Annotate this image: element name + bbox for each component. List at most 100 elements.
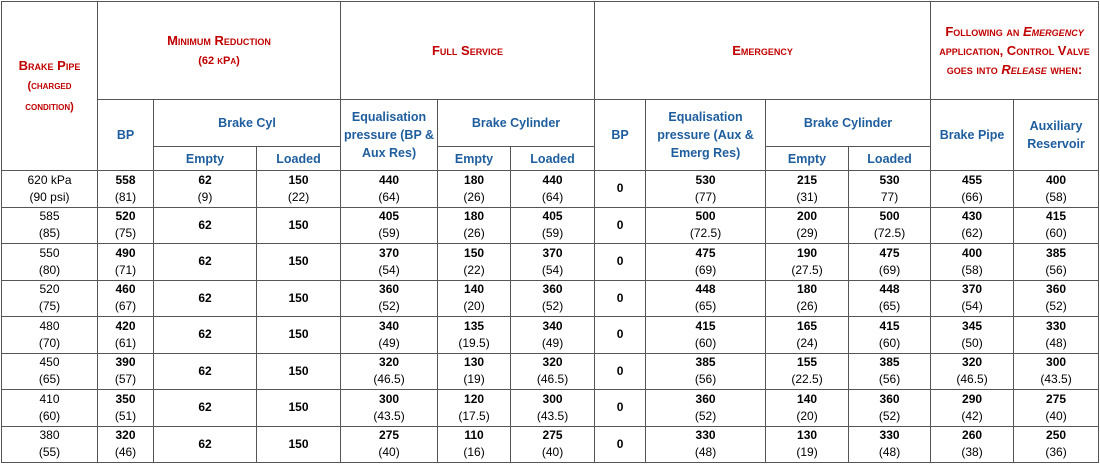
cell-psi: (65): [694, 299, 717, 314]
cell-psi: (22): [287, 189, 310, 204]
table-cell: 400 (58): [1013, 170, 1100, 208]
table-cell: 558 (81): [97, 170, 154, 208]
cell-kpa: 150: [464, 245, 485, 260]
cell-psi: (26): [463, 226, 485, 241]
header-text: Emergency: [732, 43, 793, 58]
cell-kpa: 120: [464, 391, 485, 406]
table-cell: 180 (26): [437, 170, 512, 208]
cell-kpa: 320: [962, 355, 983, 370]
table-cell: 135 (19.5): [437, 316, 512, 354]
cell-kpa: 320: [115, 428, 136, 443]
cell-kpa: 300: [1046, 355, 1067, 370]
cell-psi: (16): [463, 445, 485, 460]
cell-kpa: 500: [879, 209, 900, 224]
cell-kpa: 180: [464, 172, 485, 187]
cell-psi: (77): [694, 189, 717, 204]
cell-value: 62: [198, 217, 212, 232]
cell-kpa: 370: [379, 245, 400, 260]
cell-psi: (48): [1045, 335, 1067, 350]
table-cell: 62: [153, 279, 257, 317]
table-cell: 180 (26): [765, 279, 850, 317]
cell-psi: (75): [114, 226, 137, 241]
table-cell: 150: [255, 243, 342, 281]
table-cell: 150: [255, 389, 342, 427]
table-cell: 530 77): [848, 170, 932, 208]
table-cell: 480 (70): [1, 316, 98, 354]
table-row: 480 (70) 420 (61) 62 150 340 (49) 135 (19.5) 340 (4…: [1, 316, 1100, 354]
cell-kpa: 130: [797, 428, 818, 443]
table-row: 550 (80) 490 (71) 62 150 370 (54) 150 (22) 370 (54)…: [1, 243, 1100, 281]
cell-psi: (52): [1045, 299, 1067, 314]
table-cell: 455 (66): [930, 170, 1015, 208]
cell-kpa: 405: [542, 209, 563, 224]
header-cell: Loaded: [848, 146, 932, 171]
cell-kpa: 340: [542, 318, 563, 333]
cell-psi: (29): [796, 226, 818, 241]
header-text: Full Service: [431, 43, 504, 58]
table-cell: 150: [255, 316, 342, 354]
header-cell: Empty: [437, 146, 512, 171]
table-cell: 475 (69): [645, 243, 767, 281]
cell-psi: (22.5): [791, 372, 823, 387]
cell-value: 150: [288, 436, 309, 451]
cell-psi: (65): [878, 299, 901, 314]
cell-kpa: 360: [1046, 282, 1067, 297]
cell-value: 150: [288, 290, 309, 305]
cell-psi: (51): [114, 408, 137, 423]
cell-kpa: 330: [1046, 318, 1067, 333]
cell-psi: (49): [541, 335, 564, 350]
table-cell: 360 (52): [510, 279, 596, 317]
cell-value: 62: [198, 436, 212, 451]
cell-psi: (36): [1045, 445, 1067, 460]
cell-kpa: 530: [879, 172, 900, 187]
table-cell: 385 (56): [645, 352, 767, 390]
cell-psi: (22): [463, 262, 485, 277]
cell-value: 0: [616, 327, 624, 342]
table-cell: 405 (59): [510, 206, 596, 244]
table-cell: 0: [594, 170, 647, 208]
header-cell: Loaded: [510, 146, 596, 171]
cell-psi: (69): [694, 262, 717, 277]
header-text: Emergency: [1023, 24, 1084, 39]
header-text: Following an: [945, 24, 1020, 39]
table-cell: 62: [153, 389, 257, 427]
table-row: 620 kPa (90 psi) 558 (81) 62 (9) 150 (22) 440 (64…: [1, 170, 1100, 208]
table-cell: 410 (60): [1, 389, 98, 427]
cell-value: 0: [616, 290, 624, 305]
cell-psi: (60): [38, 408, 61, 423]
table-cell: 400 (58): [930, 243, 1015, 281]
cell-psi: (57): [114, 372, 137, 387]
cell-kpa: 140: [797, 391, 818, 406]
cell-kpa: 275: [542, 428, 563, 443]
table-cell: 360 (52): [340, 279, 439, 317]
header-cell: Brake Pipe: [930, 99, 1015, 171]
cell-psi: (46.5): [956, 372, 988, 387]
table-cell: 150: [255, 352, 342, 390]
table-cell: 130 (19): [765, 425, 850, 463]
cell-kpa: 275: [379, 428, 400, 443]
cell-psi: (20): [796, 408, 818, 423]
cell-kpa: 390: [115, 355, 136, 370]
table-cell: 320 (46): [97, 425, 154, 463]
header-cell: Auxiliary Reservoir: [1013, 99, 1100, 171]
cell-kpa: 370: [962, 282, 983, 297]
cell-kpa: 475: [879, 245, 900, 260]
cell-psi: (61): [114, 335, 137, 350]
table-cell: 150: [255, 206, 342, 244]
table-cell: 440 (64): [510, 170, 596, 208]
table-cell: 405 (59): [340, 206, 439, 244]
table-row: 380 (55) 320 (46) 62 150 275 (40) 110 (16) 275 (40)…: [1, 425, 1100, 463]
cell-psi: (52): [878, 408, 901, 423]
header-cell: BP: [594, 99, 647, 171]
cell-kpa: 430: [962, 209, 983, 224]
table-cell: 300 (43.5): [1013, 352, 1100, 390]
table-cell: 320 (46.5): [510, 352, 596, 390]
cell-kpa: 400: [1046, 172, 1067, 187]
cell-kpa: 385: [1046, 245, 1067, 260]
cell-psi: (48): [694, 445, 717, 460]
cell-psi: (58): [961, 262, 983, 277]
cell-kpa: 448: [695, 282, 716, 297]
cell-psi: (52): [378, 299, 400, 314]
table-cell: 140 (20): [437, 279, 512, 317]
table-cell: 290 (42): [930, 389, 1015, 427]
